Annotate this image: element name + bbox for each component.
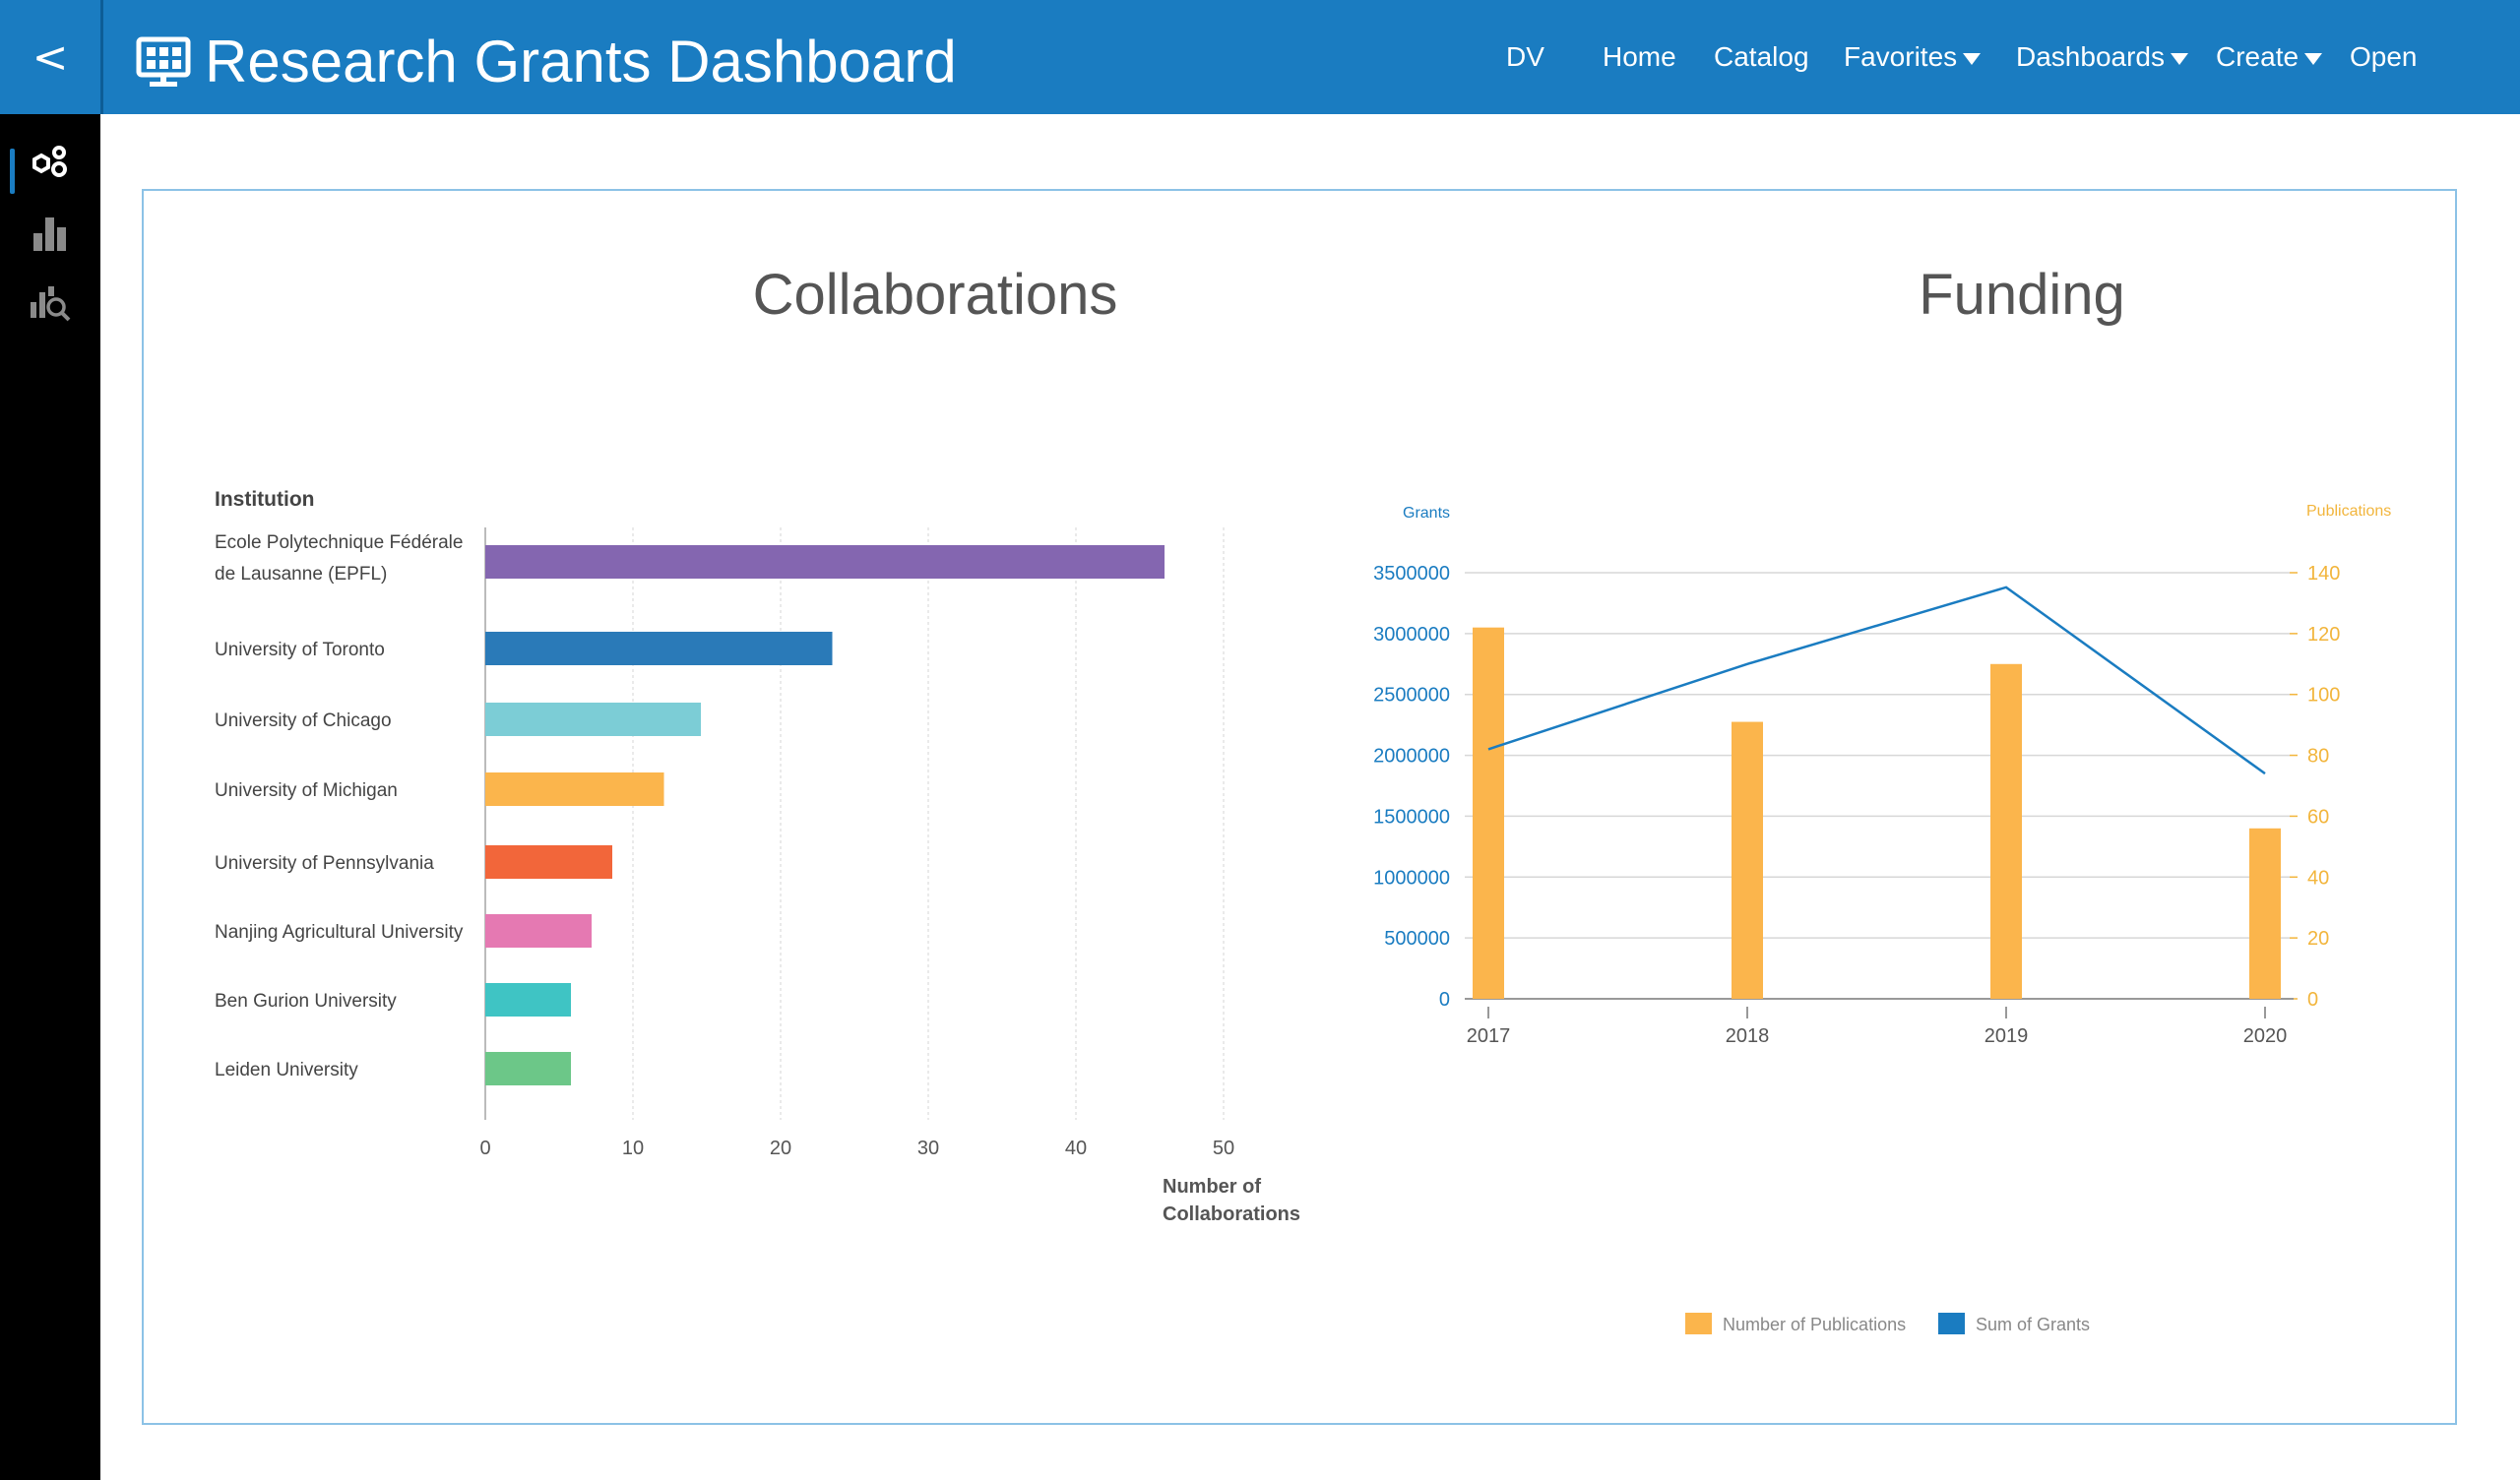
sidebar-item-visualize[interactable]: [0, 127, 100, 196]
nav-dashboards[interactable]: Dashboards: [2016, 0, 2188, 114]
nav-open-label: Open: [2350, 41, 2418, 72]
nav-dv[interactable]: DV: [1506, 0, 1544, 114]
nav-dashboards-label: Dashboards: [2016, 41, 2165, 72]
bar-chart-icon: [33, 217, 66, 251]
nav-favorites[interactable]: Favorites: [1844, 0, 1982, 114]
dashboard-monitor-icon: [136, 36, 191, 87]
collaborations-title: Collaborations: [752, 263, 1118, 327]
topbar-divider: [100, 0, 103, 114]
chevron-down-icon: [2170, 53, 2188, 65]
nav-catalog[interactable]: Catalog: [1714, 0, 1809, 114]
nav-home[interactable]: Home: [1603, 0, 1676, 114]
nav-catalog-label: Catalog: [1714, 41, 1809, 72]
sidebar: [0, 114, 100, 1480]
back-button[interactable]: <: [32, 31, 69, 83]
nav-create[interactable]: Create: [2216, 0, 2323, 114]
nav-home-label: Home: [1603, 41, 1676, 72]
funding-title: Funding: [1919, 263, 2125, 327]
chart-search-icon: [31, 286, 71, 322]
top-bar: < Research Grants Dashboard DV Home Cata…: [0, 0, 2520, 114]
chevron-down-icon: [2304, 53, 2323, 65]
visualize-icon: [32, 146, 67, 177]
nav-favorites-label: Favorites: [1844, 41, 1958, 72]
active-indicator: [10, 149, 15, 194]
nav-dv-label: DV: [1506, 41, 1544, 72]
sidebar-item-explore[interactable]: [0, 268, 100, 337]
sidebar-item-charts[interactable]: [0, 199, 100, 268]
chevron-down-icon: [1963, 53, 1982, 65]
nav-create-label: Create: [2216, 41, 2300, 72]
nav-open[interactable]: Open: [2350, 0, 2418, 114]
app-title: Research Grants Dashboard: [205, 29, 957, 94]
dashboard-panel: Collaborations Funding: [142, 189, 2457, 1425]
